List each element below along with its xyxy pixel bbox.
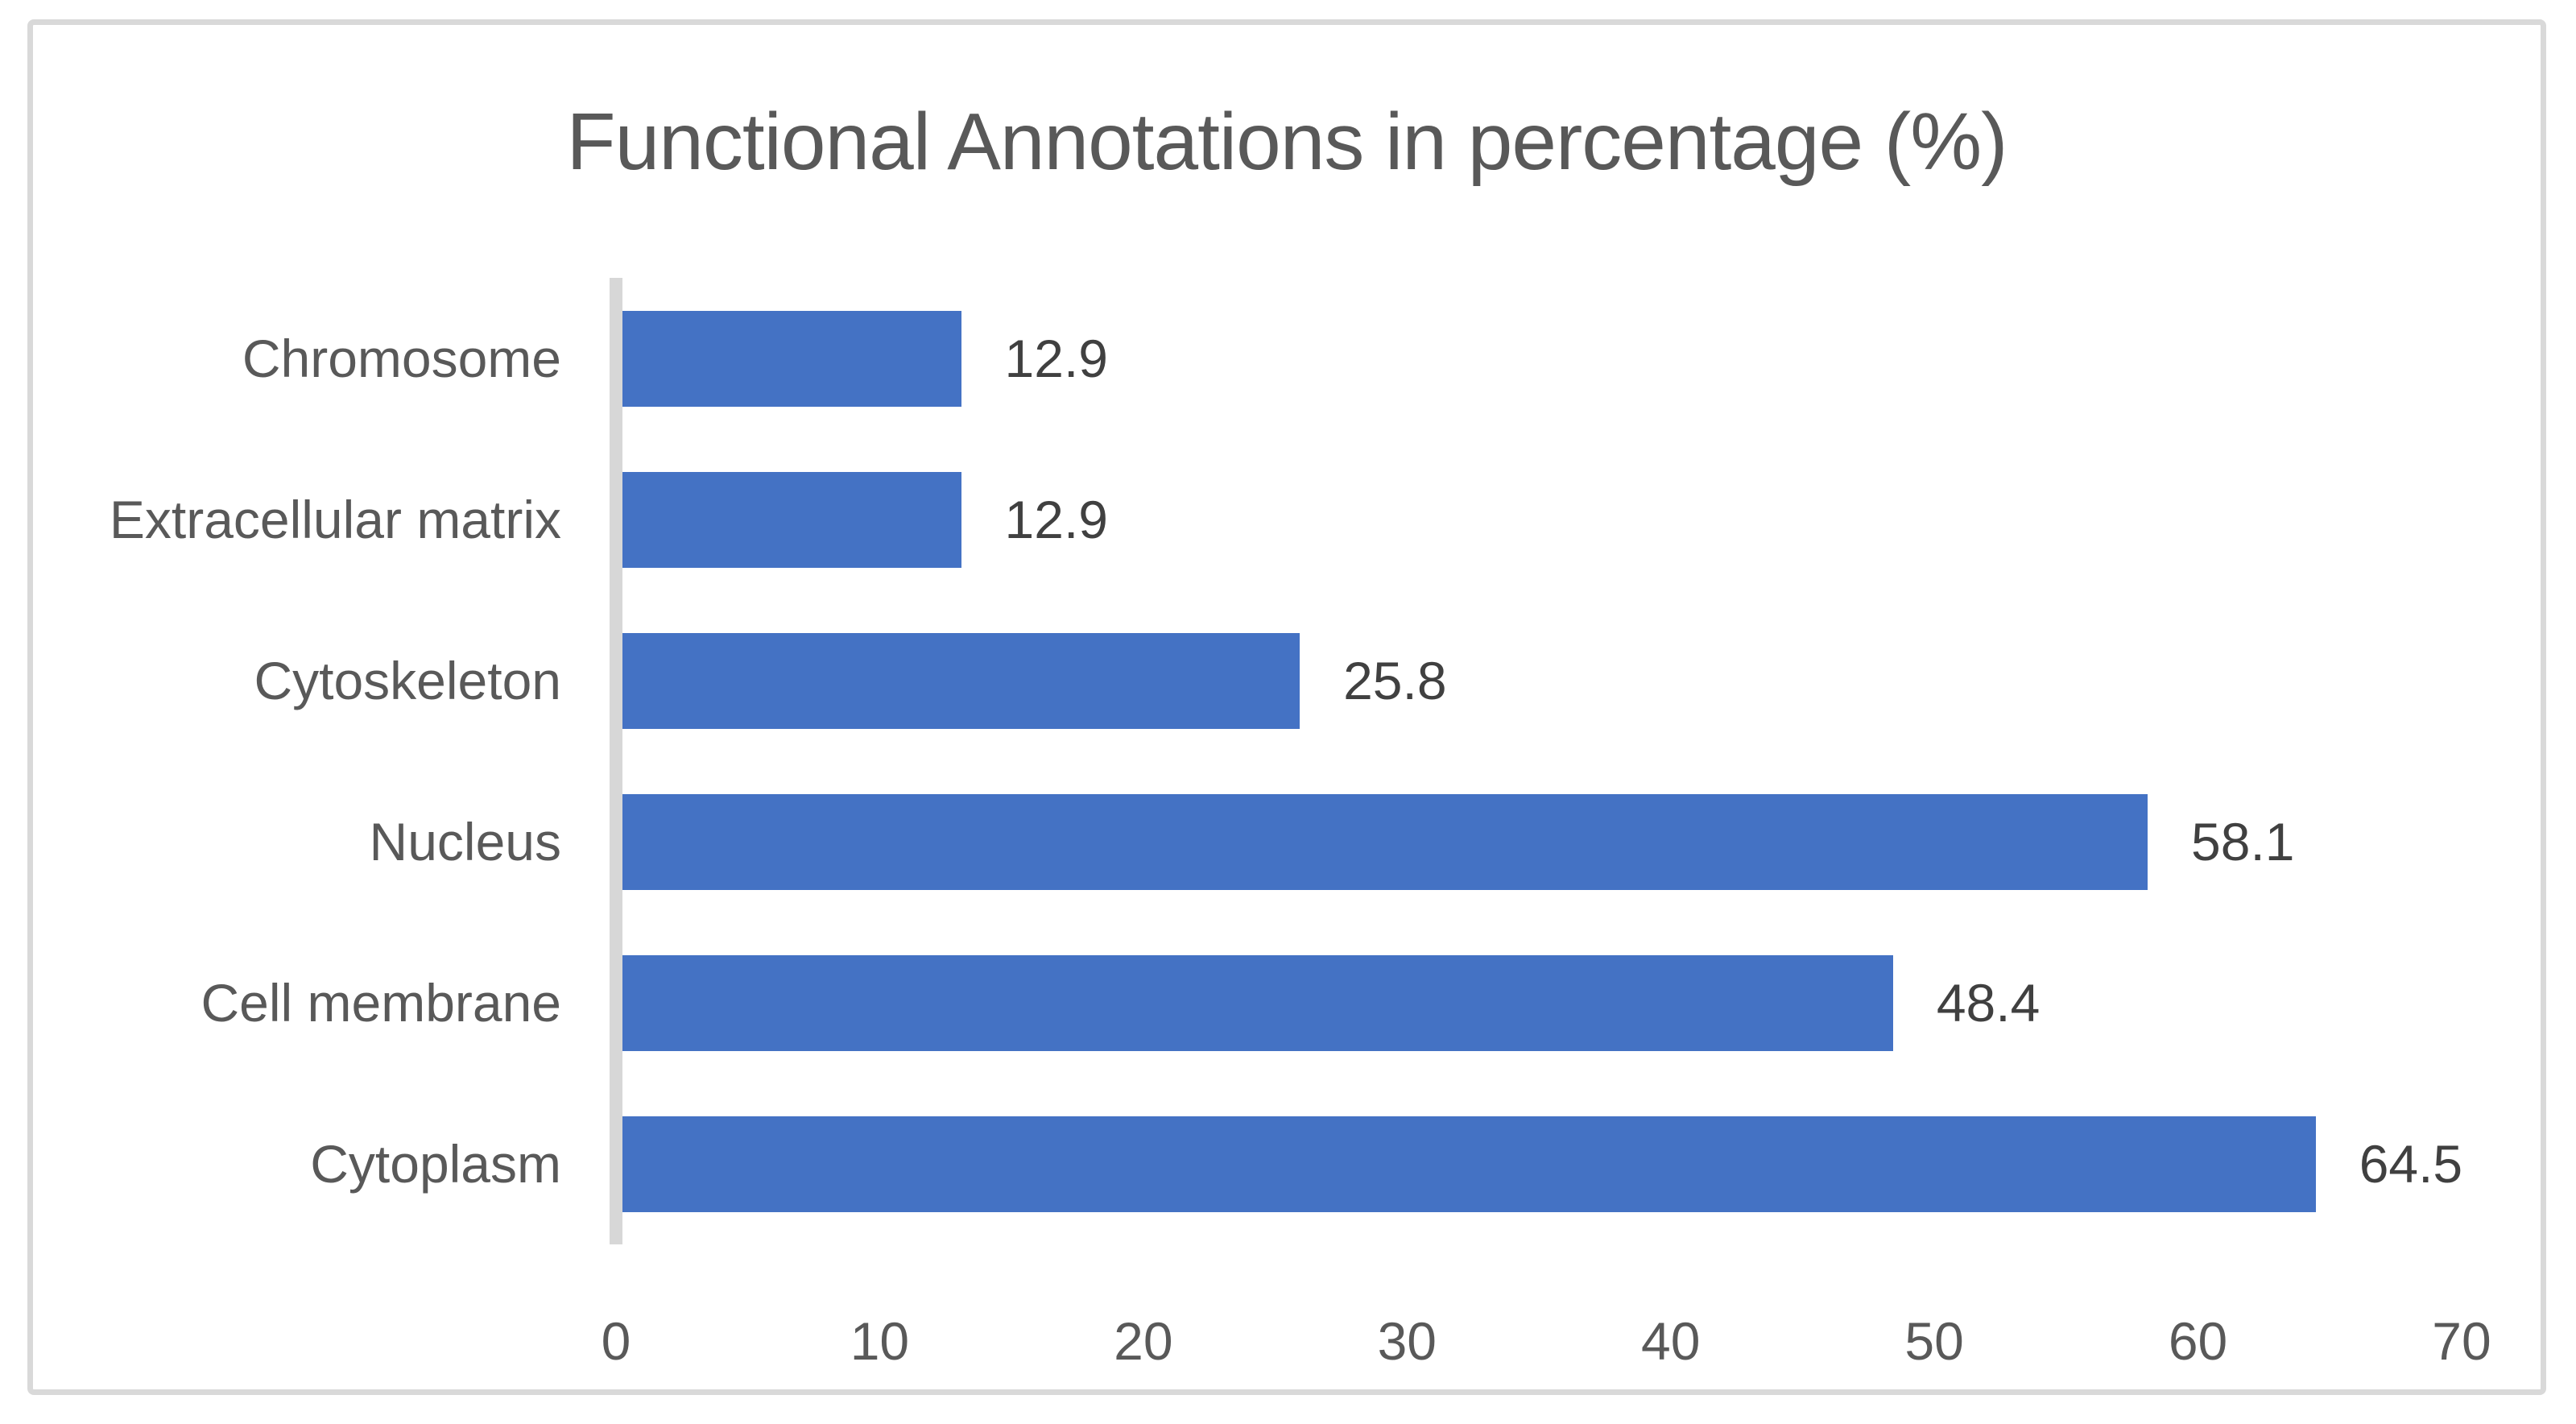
x-tick-label: 50 [1904, 1311, 1964, 1371]
bar-value-label: 12.9 [1004, 490, 1108, 549]
chart-title: Functional Annotations in percentage (%) [566, 97, 2008, 187]
category-label: Cytoplasm [310, 1134, 561, 1194]
bar [622, 471, 961, 568]
bar-row: 25.8 [622, 600, 2460, 761]
category-axis-line [610, 278, 622, 1244]
x-tick-label: 40 [1640, 1311, 1701, 1371]
category-label: Nucleus [369, 812, 561, 871]
bar-row: 58.1 [622, 761, 2460, 922]
x-tick-label: 70 [2432, 1311, 2491, 1371]
bar-row: 48.4 [622, 922, 2460, 1083]
x-tick-label: 10 [850, 1311, 910, 1371]
chart-frame: Functional Annotations in percentage (%)… [27, 19, 2546, 1395]
bar [622, 954, 1893, 1051]
x-tick-label: 20 [1114, 1311, 1173, 1371]
value-axis-tick-labels: 0 10 20 30 40 50 60 70 [602, 1294, 2491, 1383]
category-axis-labels: Chromosome Extracellular matrix Cytoskelet… [33, 278, 561, 1244]
bar-row: 12.9 [622, 278, 2460, 439]
bar-value-label: 64.5 [2359, 1134, 2463, 1194]
bar-value-label: 12.9 [1004, 329, 1108, 388]
category-label: Cell membrane [201, 973, 562, 1033]
category-label: Cytoskeleton [254, 651, 561, 710]
bar [622, 1116, 2316, 1212]
x-tick-label: 30 [1377, 1311, 1437, 1371]
plot-area: 12.9 12.9 25.8 58.1 48.4 64.5 [622, 278, 2463, 1244]
bar [622, 632, 1300, 729]
category-label: Chromosome [242, 329, 561, 388]
category-label: Extracellular matrix [109, 490, 561, 549]
bar [622, 793, 2148, 890]
x-tick-label: 0 [601, 1311, 631, 1371]
bar-value-label: 58.1 [2191, 812, 2295, 871]
bar [622, 310, 961, 407]
bar-row: 64.5 [622, 1083, 2463, 1244]
bar-row: 12.9 [622, 439, 2460, 600]
bar-value-label: 48.4 [1936, 973, 2041, 1033]
x-tick-label: 60 [2168, 1311, 2228, 1371]
bar-value-label: 25.8 [1343, 651, 1447, 710]
